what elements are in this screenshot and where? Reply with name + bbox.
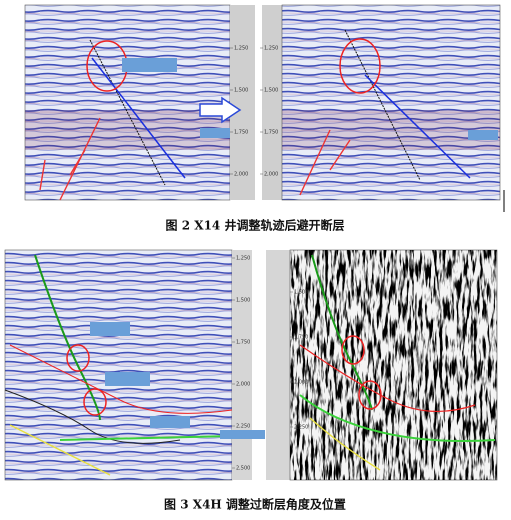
depth-label: 1,250 (264, 46, 278, 52)
horizon (299, 344, 476, 412)
highlight-circle (358, 380, 382, 410)
trajectory (364, 74, 471, 179)
callout (200, 128, 230, 138)
highlight-circle (83, 388, 107, 416)
seismic-panel (24, 4, 231, 201)
depth-label: 1,750 (236, 340, 250, 346)
divider (255, 5, 262, 200)
depth-label: 1,500 (234, 88, 248, 94)
callout (122, 58, 177, 72)
depth-label: 1,500 (236, 298, 250, 304)
horizon (9, 344, 233, 414)
depth-label: 1,250 (234, 46, 248, 52)
horizon (9, 424, 111, 476)
depth-label: 1,750 (294, 335, 308, 341)
depth-label: 1,750 (234, 130, 248, 136)
arrow (199, 96, 242, 124)
callout (105, 372, 150, 386)
callout (220, 430, 265, 439)
depth-label: 1,750 (264, 130, 278, 136)
fault (39, 117, 101, 201)
layer-band (282, 110, 500, 150)
layer-band (25, 110, 230, 150)
highlight-circle (339, 38, 381, 94)
depth-label: 2,000 (264, 172, 278, 178)
depth-label: 2,000 (236, 382, 250, 388)
trajectory (91, 57, 186, 179)
horizon (4, 389, 181, 444)
trajectory (34, 254, 101, 421)
depth-label: 1,500 (294, 290, 308, 296)
trajectory (311, 254, 373, 411)
horizon (299, 394, 496, 442)
well-path (344, 29, 421, 181)
depth-label: 2,000 (234, 172, 248, 178)
callout (150, 416, 190, 428)
figure-2: 图 2 X14 井调整轨迹后避开断层 (24, 4, 505, 233)
caption: 图 2 X14 井调整轨迹后避开断层 (166, 218, 345, 233)
depth-label: 2,250 (294, 425, 308, 431)
well-path (89, 39, 166, 186)
seismic-panel (281, 4, 501, 201)
callout (90, 322, 130, 336)
callout (468, 130, 498, 140)
highlight-circle (341, 335, 365, 365)
horizon (309, 417, 381, 471)
depth-label: 1,250 (236, 256, 250, 262)
divider (252, 250, 266, 480)
horizon (59, 435, 233, 441)
fault (299, 129, 351, 196)
seismic-panel (4, 249, 233, 481)
figure-3: 图 3 X4H 调整过断层角度及位置 (4, 249, 498, 512)
depth-label: 2,500 (236, 466, 250, 472)
depth-label: 1,500 (264, 88, 278, 94)
highlight-circle (66, 344, 90, 372)
caption: 图 3 X4H 调整过断层角度及位置 (164, 497, 346, 512)
depth-label: 2,000 (294, 380, 308, 386)
depth-label: 2,250 (236, 424, 250, 430)
